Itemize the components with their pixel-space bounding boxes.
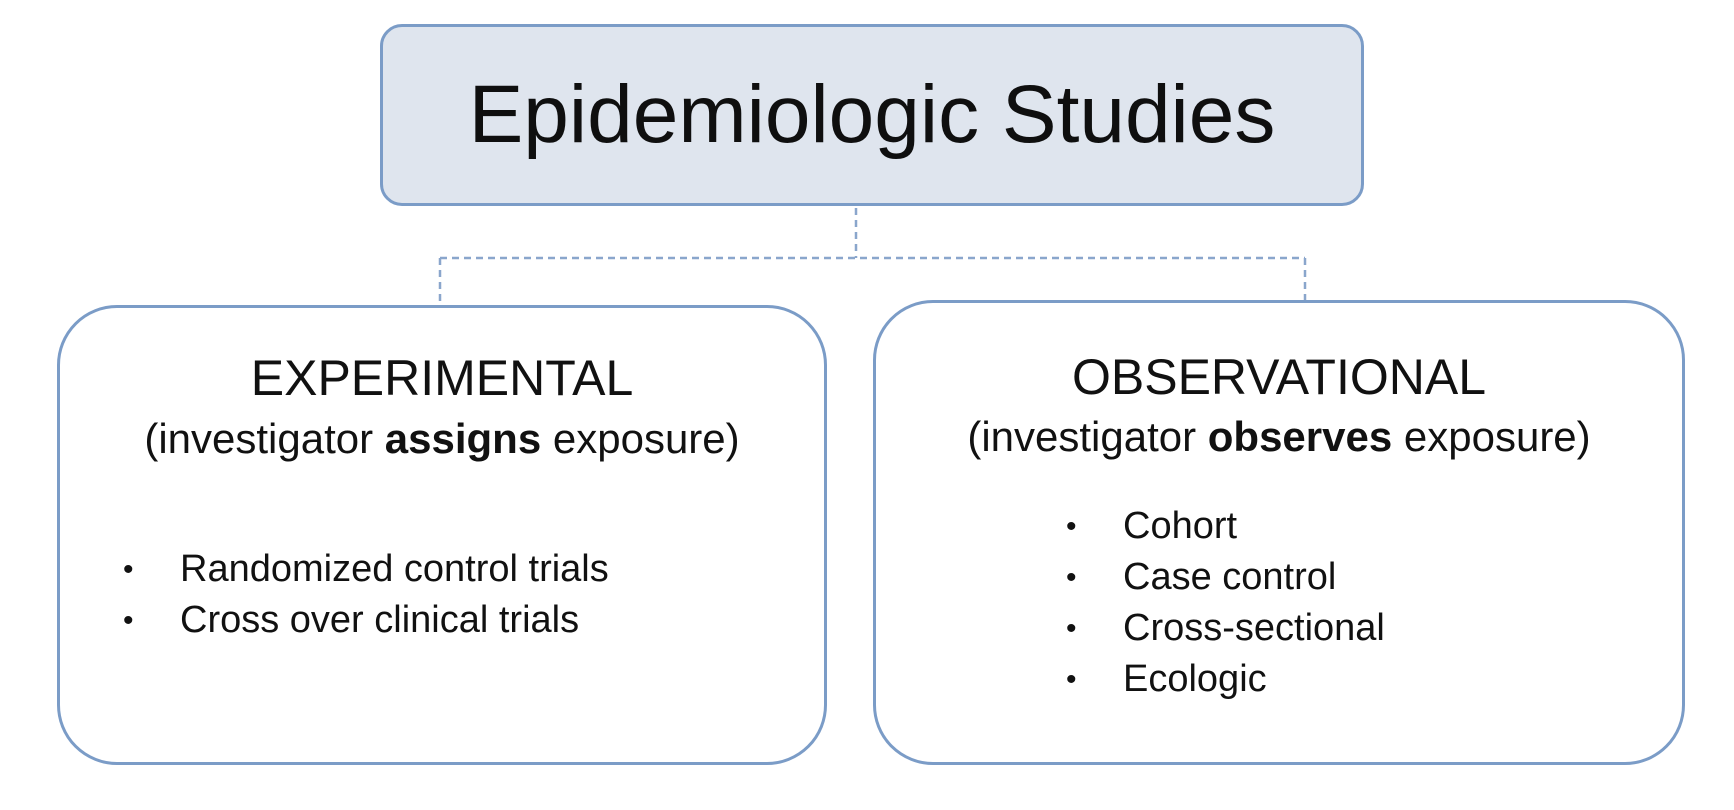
experimental-panel: EXPERIMENTAL (investigator assigns expos… [57, 305, 827, 765]
list-item: Cohort [1066, 501, 1385, 552]
experimental-sub-prefix: (investigator [144, 415, 385, 462]
list-item: Case control [1066, 552, 1385, 603]
observational-panel: OBSERVATIONAL (investigator observes exp… [873, 300, 1685, 765]
experimental-sub-suffix: exposure) [541, 415, 740, 462]
observational-sub-prefix: (investigator [967, 413, 1208, 460]
experimental-heading: EXPERIMENTAL [250, 350, 634, 406]
list-item: Cross over clinical trials [123, 595, 609, 646]
observational-sub-bold: observes [1207, 413, 1393, 460]
title-box: Epidemiologic Studies [380, 24, 1364, 206]
observational-heading: OBSERVATIONAL [1071, 349, 1486, 405]
observational-sub-suffix: exposure) [1392, 413, 1591, 460]
list-item: Ecologic [1066, 654, 1385, 705]
list-item: Randomized control trials [123, 544, 609, 595]
observational-subtitle: (investigator observes exposure) [876, 416, 1682, 458]
experimental-sub-bold: assigns [384, 415, 542, 462]
experimental-subtitle: (investigator assigns exposure) [60, 418, 824, 460]
diagram-title: Epidemiologic Studies [468, 69, 1276, 160]
observational-list: Cohort Case control Cross-sectional Ecol… [1066, 501, 1385, 705]
experimental-list: Randomized control trials Cross over cli… [123, 544, 609, 646]
list-item: Cross-sectional [1066, 603, 1385, 654]
